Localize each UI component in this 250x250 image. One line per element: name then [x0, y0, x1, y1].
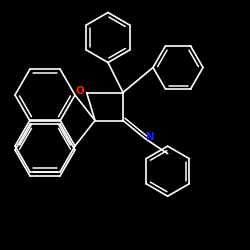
- Text: N: N: [146, 132, 154, 141]
- Text: O: O: [75, 86, 84, 96]
